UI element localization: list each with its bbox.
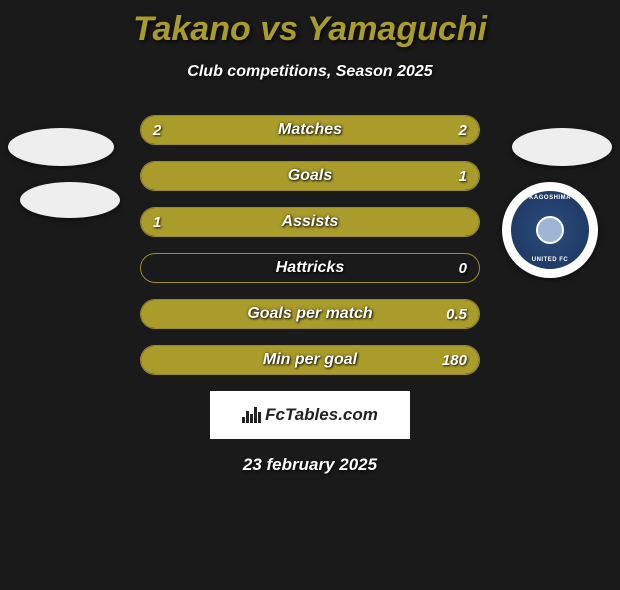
stat-label: Goals xyxy=(141,162,479,190)
team-left-badge-2 xyxy=(20,182,120,218)
stat-label: Assists xyxy=(141,208,479,236)
subtitle: Club competitions, Season 2025 xyxy=(0,63,620,81)
badge-center-icon xyxy=(536,216,564,244)
stat-label: Matches xyxy=(141,116,479,144)
player1-name: Takano xyxy=(133,10,251,48)
stat-label: Min per goal xyxy=(141,346,479,374)
date: 23 february 2025 xyxy=(0,455,620,475)
stat-row: 1Assists xyxy=(140,207,480,237)
team-left-badge-1 xyxy=(8,128,114,166)
stat-row: 180Min per goal xyxy=(140,345,480,375)
stat-label: Hattricks xyxy=(141,254,479,282)
player2-name: Yamaguchi xyxy=(307,10,487,48)
page-title: Takano vs Yamaguchi xyxy=(0,10,620,49)
stat-row: 22Matches xyxy=(140,115,480,145)
badge-top-text: KAGOSHIMA xyxy=(529,195,571,201)
vs-text: vs xyxy=(260,10,298,48)
stat-label: Goals per match xyxy=(141,300,479,328)
fctables-badge[interactable]: FcTables.com xyxy=(210,391,410,439)
stat-row: 0Hattricks xyxy=(140,253,480,283)
stat-row: 1Goals xyxy=(140,161,480,191)
fctables-label: FcTables.com xyxy=(265,405,378,425)
badge-bottom-text: UNITED FC xyxy=(532,257,569,263)
stat-row: 0.5Goals per match xyxy=(140,299,480,329)
team-right-badge-2: KAGOSHIMA UNITED FC xyxy=(502,182,598,278)
bar-chart-icon xyxy=(242,407,261,423)
team-right-badge-1 xyxy=(512,128,612,166)
